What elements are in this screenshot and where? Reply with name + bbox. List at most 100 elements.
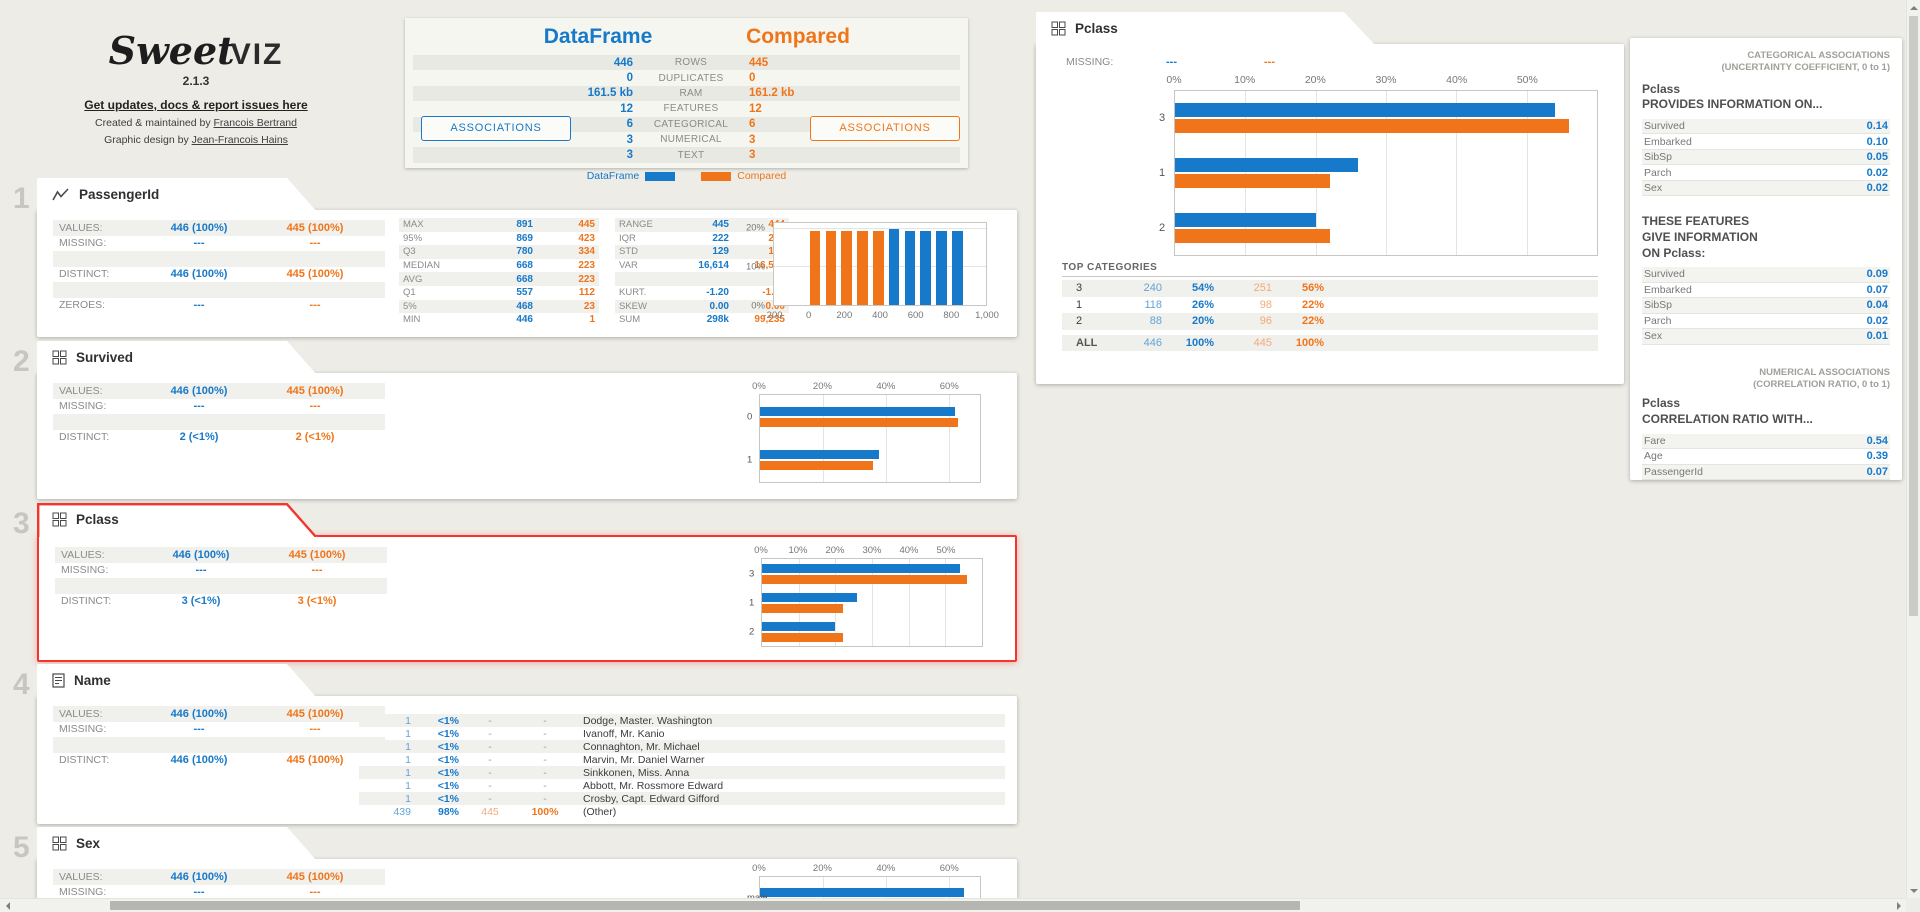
updates-link[interactable]: Get updates, docs & report issues here <box>84 98 308 112</box>
axis-tick: 200 <box>836 310 853 321</box>
row-label: TEXT <box>677 149 705 161</box>
horizontal-scrollbar[interactable] <box>0 898 1906 912</box>
axis-tick: 30% <box>862 545 882 556</box>
correlation-heading: Pclass CORRELATION RATIO WITH... <box>1642 396 1890 427</box>
feature-stats: VALUES: 446 (100%) 445 (100%) MISSING: --- --… <box>53 869 385 900</box>
compared-value: 445 (100%) <box>286 268 344 281</box>
horizontal-scroll-thumb[interactable] <box>110 901 1300 910</box>
feature-title: PassengerId <box>79 186 160 202</box>
credit-maintainer: Created & maintained by Francois Bertran… <box>60 117 332 129</box>
category-tick: 1 <box>747 454 753 466</box>
association-value: 0.39 <box>1866 450 1888 463</box>
card-tab <box>37 664 317 698</box>
stat-row <box>53 251 385 267</box>
row-label: 5% <box>403 300 417 312</box>
summary-table: 446 ROWS 445 0 DUPLICATES 0 161.5 kb RAM 161.2 k… <box>413 55 960 163</box>
association-value: 0.02 <box>1866 314 1888 327</box>
dataframe-count: 439 <box>393 805 411 818</box>
feature-title: Survived <box>76 349 134 365</box>
row-label: MIN <box>403 314 421 326</box>
dataframe-value: 129 <box>712 246 729 258</box>
feature-title: Pclass <box>76 511 119 527</box>
stat-row: MISSING: --- --- <box>53 236 385 252</box>
detail-pane-pclass: Pclass MISSING: --- --- 0% 10% 20% 30% 40% 50… <box>1036 12 1624 384</box>
compared-value: 161.2 kb <box>749 87 795 100</box>
vertical-scroll-thumb[interactable] <box>1909 16 1918 616</box>
compared-value: 423 <box>578 232 595 244</box>
scroll-left-arrow[interactable] <box>0 899 14 912</box>
stat-row: VALUES: 446 (100%) 445 (100%) <box>53 869 385 885</box>
dataframe-value: 16,614 <box>698 260 729 272</box>
vertical-scrollbar[interactable] <box>1906 0 1920 898</box>
maintainer-link[interactable]: Francois Bertrand <box>213 117 297 129</box>
scroll-right-arrow[interactable] <box>1892 899 1906 912</box>
feature-card-pclass[interactable]: Pclass VALUES: 446 (100%) 445 (100%) MISSIN… <box>37 503 1017 662</box>
scroll-up-arrow[interactable] <box>1907 0 1920 14</box>
numeric-stats-quantiles: MAX 891 445 95% 869 423 Q3 780 334 MEDIAN 668 223 AV… <box>399 218 599 327</box>
compared-value: 3 <box>749 149 756 162</box>
row-label: SUM <box>619 314 641 326</box>
designer-link[interactable]: Jean-Francois Hains <box>191 134 288 146</box>
bar-group: 1 <box>747 439 980 483</box>
name-row: 1 <1% - - Marvin, Mr. Daniel Warner <box>359 753 1005 766</box>
row-label: AVG <box>403 273 423 285</box>
axis-tick: 40% <box>1446 74 1468 86</box>
row-label: MEDIAN <box>403 260 440 272</box>
compared-count: - <box>488 753 492 766</box>
stat-row: ZEROES: --- --- <box>53 298 385 314</box>
category-tick: 1 <box>749 597 755 608</box>
scroll-down-arrow[interactable] <box>1907 884 1920 898</box>
compared-bar <box>1175 119 1569 134</box>
row-label: VALUES: <box>59 221 103 234</box>
compared-count: 96 <box>1259 315 1272 328</box>
axis-tick: 0 <box>806 310 812 321</box>
numeric-stats-spread: RANGE445444IQR222222STD129129VAR16,61416… <box>615 218 789 327</box>
dataframe-value: 298k <box>706 314 729 326</box>
stat-row: DISTINCT: 3 (<1%) 3 (<1%) <box>55 594 387 610</box>
compared-value: 223 <box>578 273 595 285</box>
dataframe-value: 869 <box>516 232 533 244</box>
card-tab <box>37 827 317 861</box>
dataframe-value: 446 <box>613 56 633 69</box>
dataframe-count: 1 <box>405 792 411 805</box>
topcat-row: 1 118 26% 98 22% <box>1062 297 1598 314</box>
dataframe-count: 118 <box>1144 298 1162 311</box>
card-tab-content: Name <box>52 664 111 696</box>
heading-line: GIVE INFORMATION <box>1642 230 1758 245</box>
compared-pct: - <box>543 740 547 753</box>
category-label: Crosby, Capt. Edward Gifford <box>583 792 720 805</box>
dataframe-pct: <1% <box>437 779 459 792</box>
associations-button-compared[interactable]: ASSOCIATIONS <box>810 116 960 141</box>
category-label: Abbott, Mr. Rossmore Edward <box>583 779 724 792</box>
association-value: 0.09 <box>1866 268 1888 281</box>
dataframe-count: 88 <box>1149 315 1162 328</box>
category-tick: 3 <box>1159 112 1166 125</box>
axis-tick: 0% <box>752 863 766 874</box>
associations-panel: CATEGORICAL ASSOCIATIONS (UNCERTAINTY CO… <box>1630 38 1902 481</box>
dataframe-count: 446 <box>1143 336 1162 349</box>
axis-tick: 10% <box>788 545 808 556</box>
feature-card-passengerid[interactable]: PassengerId VALUES: 446 (100%) 445 (100%) M… <box>37 178 1017 337</box>
feature-title: Name <box>74 672 111 688</box>
summary-row: 12 FEATURES 12 <box>413 101 960 116</box>
dataframe-value: 446 (100%) <box>170 268 228 281</box>
gridline <box>822 395 824 482</box>
category-label: ALL <box>1076 336 1098 349</box>
dataframe-value: 2 (<1%) <box>179 431 219 444</box>
dataframe-pct: <1% <box>437 753 459 766</box>
assoc-row: SibSp 0.04 <box>1642 298 1890 314</box>
dataframe-value: -1.20 <box>706 287 729 299</box>
stat-row: VALUES: 446 (100%) 445 (100%) <box>53 220 385 236</box>
heading-line: THESE FEATURES <box>1642 214 1750 229</box>
dataframe-bar <box>762 563 960 573</box>
row-label: IQR <box>619 232 636 244</box>
feature-card-name[interactable]: Name VALUES: 446 (100%) 445 (100%) MISSING:… <box>37 664 1017 824</box>
axis-tick: 40% <box>876 381 896 392</box>
feature-stats: VALUES: 446 (100%) 445 (100%) MISSING: --- --… <box>53 220 385 313</box>
bar-group: 3 <box>1159 91 1597 146</box>
associations-button-dataframe[interactable]: ASSOCIATIONS <box>421 116 571 141</box>
association-value: 0.05 <box>1866 151 1888 164</box>
legend-label-dataframe: DataFrame <box>586 170 640 182</box>
feature-card-survived[interactable]: Survived VALUES: 446 (100%) 445 (100%) MISS… <box>37 341 1017 499</box>
